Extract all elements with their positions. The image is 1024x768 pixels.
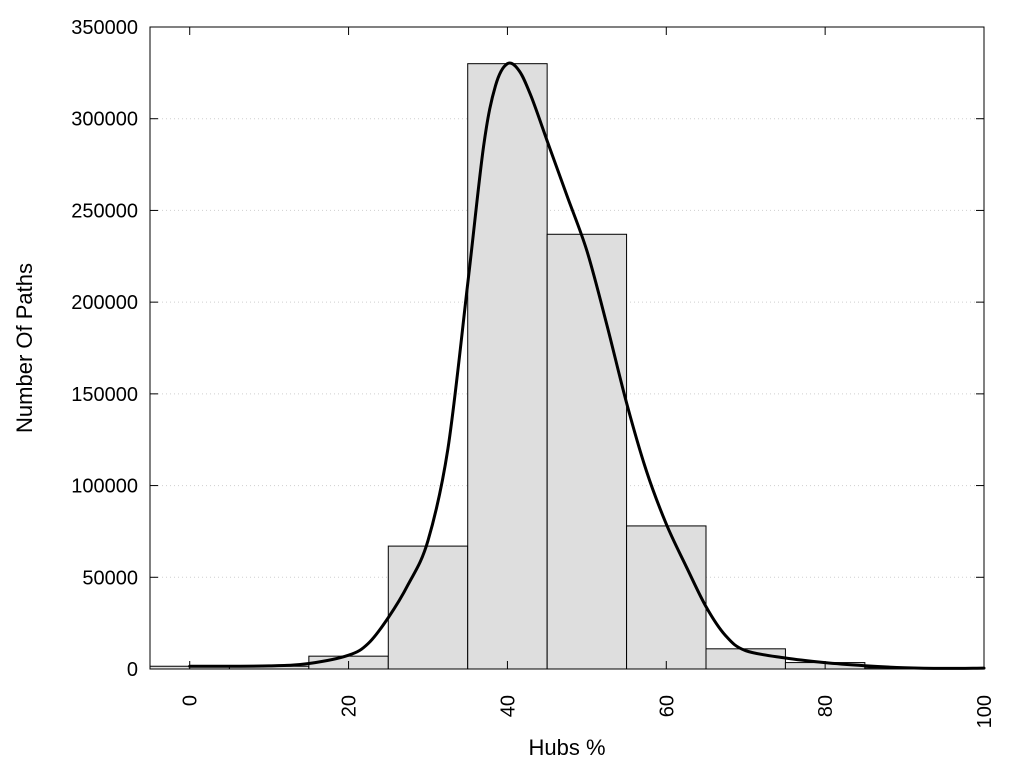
histogram-bar [387, 545, 469, 670]
y-tick-label: 50000 [82, 567, 138, 589]
histogram-bars [149, 63, 945, 670]
x-tick-label: 100 [974, 695, 996, 728]
y-tick-label: 200000 [71, 292, 138, 314]
y-tick-label: 350000 [71, 17, 138, 39]
y-tick-label: 150000 [71, 384, 138, 406]
x-tick-label: 60 [656, 695, 678, 717]
x-axis-ticks: 0 20 40 60 80 100 [180, 27, 996, 728]
density-curve [188, 61, 986, 670]
y-tick-label: 250000 [71, 200, 138, 222]
histogram-bar [467, 63, 548, 670]
y-axis-ticks: 0 50000 100000 150000 200000 250000 300000 3500… [71, 17, 984, 681]
x-tick-label: 80 [815, 695, 837, 717]
x-tick-label: 40 [497, 695, 519, 717]
y-tick-label: 300000 [71, 109, 138, 131]
y-axis-title: Number Of Paths [12, 263, 37, 433]
y-tick-label: 0 [127, 659, 138, 681]
histogram-bar [626, 525, 707, 670]
histogram-bar [546, 233, 628, 670]
x-tick-label: 20 [339, 695, 361, 717]
plot-frame [149, 26, 985, 670]
x-tick-label: 0 [180, 695, 202, 706]
y-tick-label: 100000 [71, 476, 138, 498]
density-curve-line [188, 61, 986, 670]
x-axis-title: Hubs % [528, 735, 605, 760]
